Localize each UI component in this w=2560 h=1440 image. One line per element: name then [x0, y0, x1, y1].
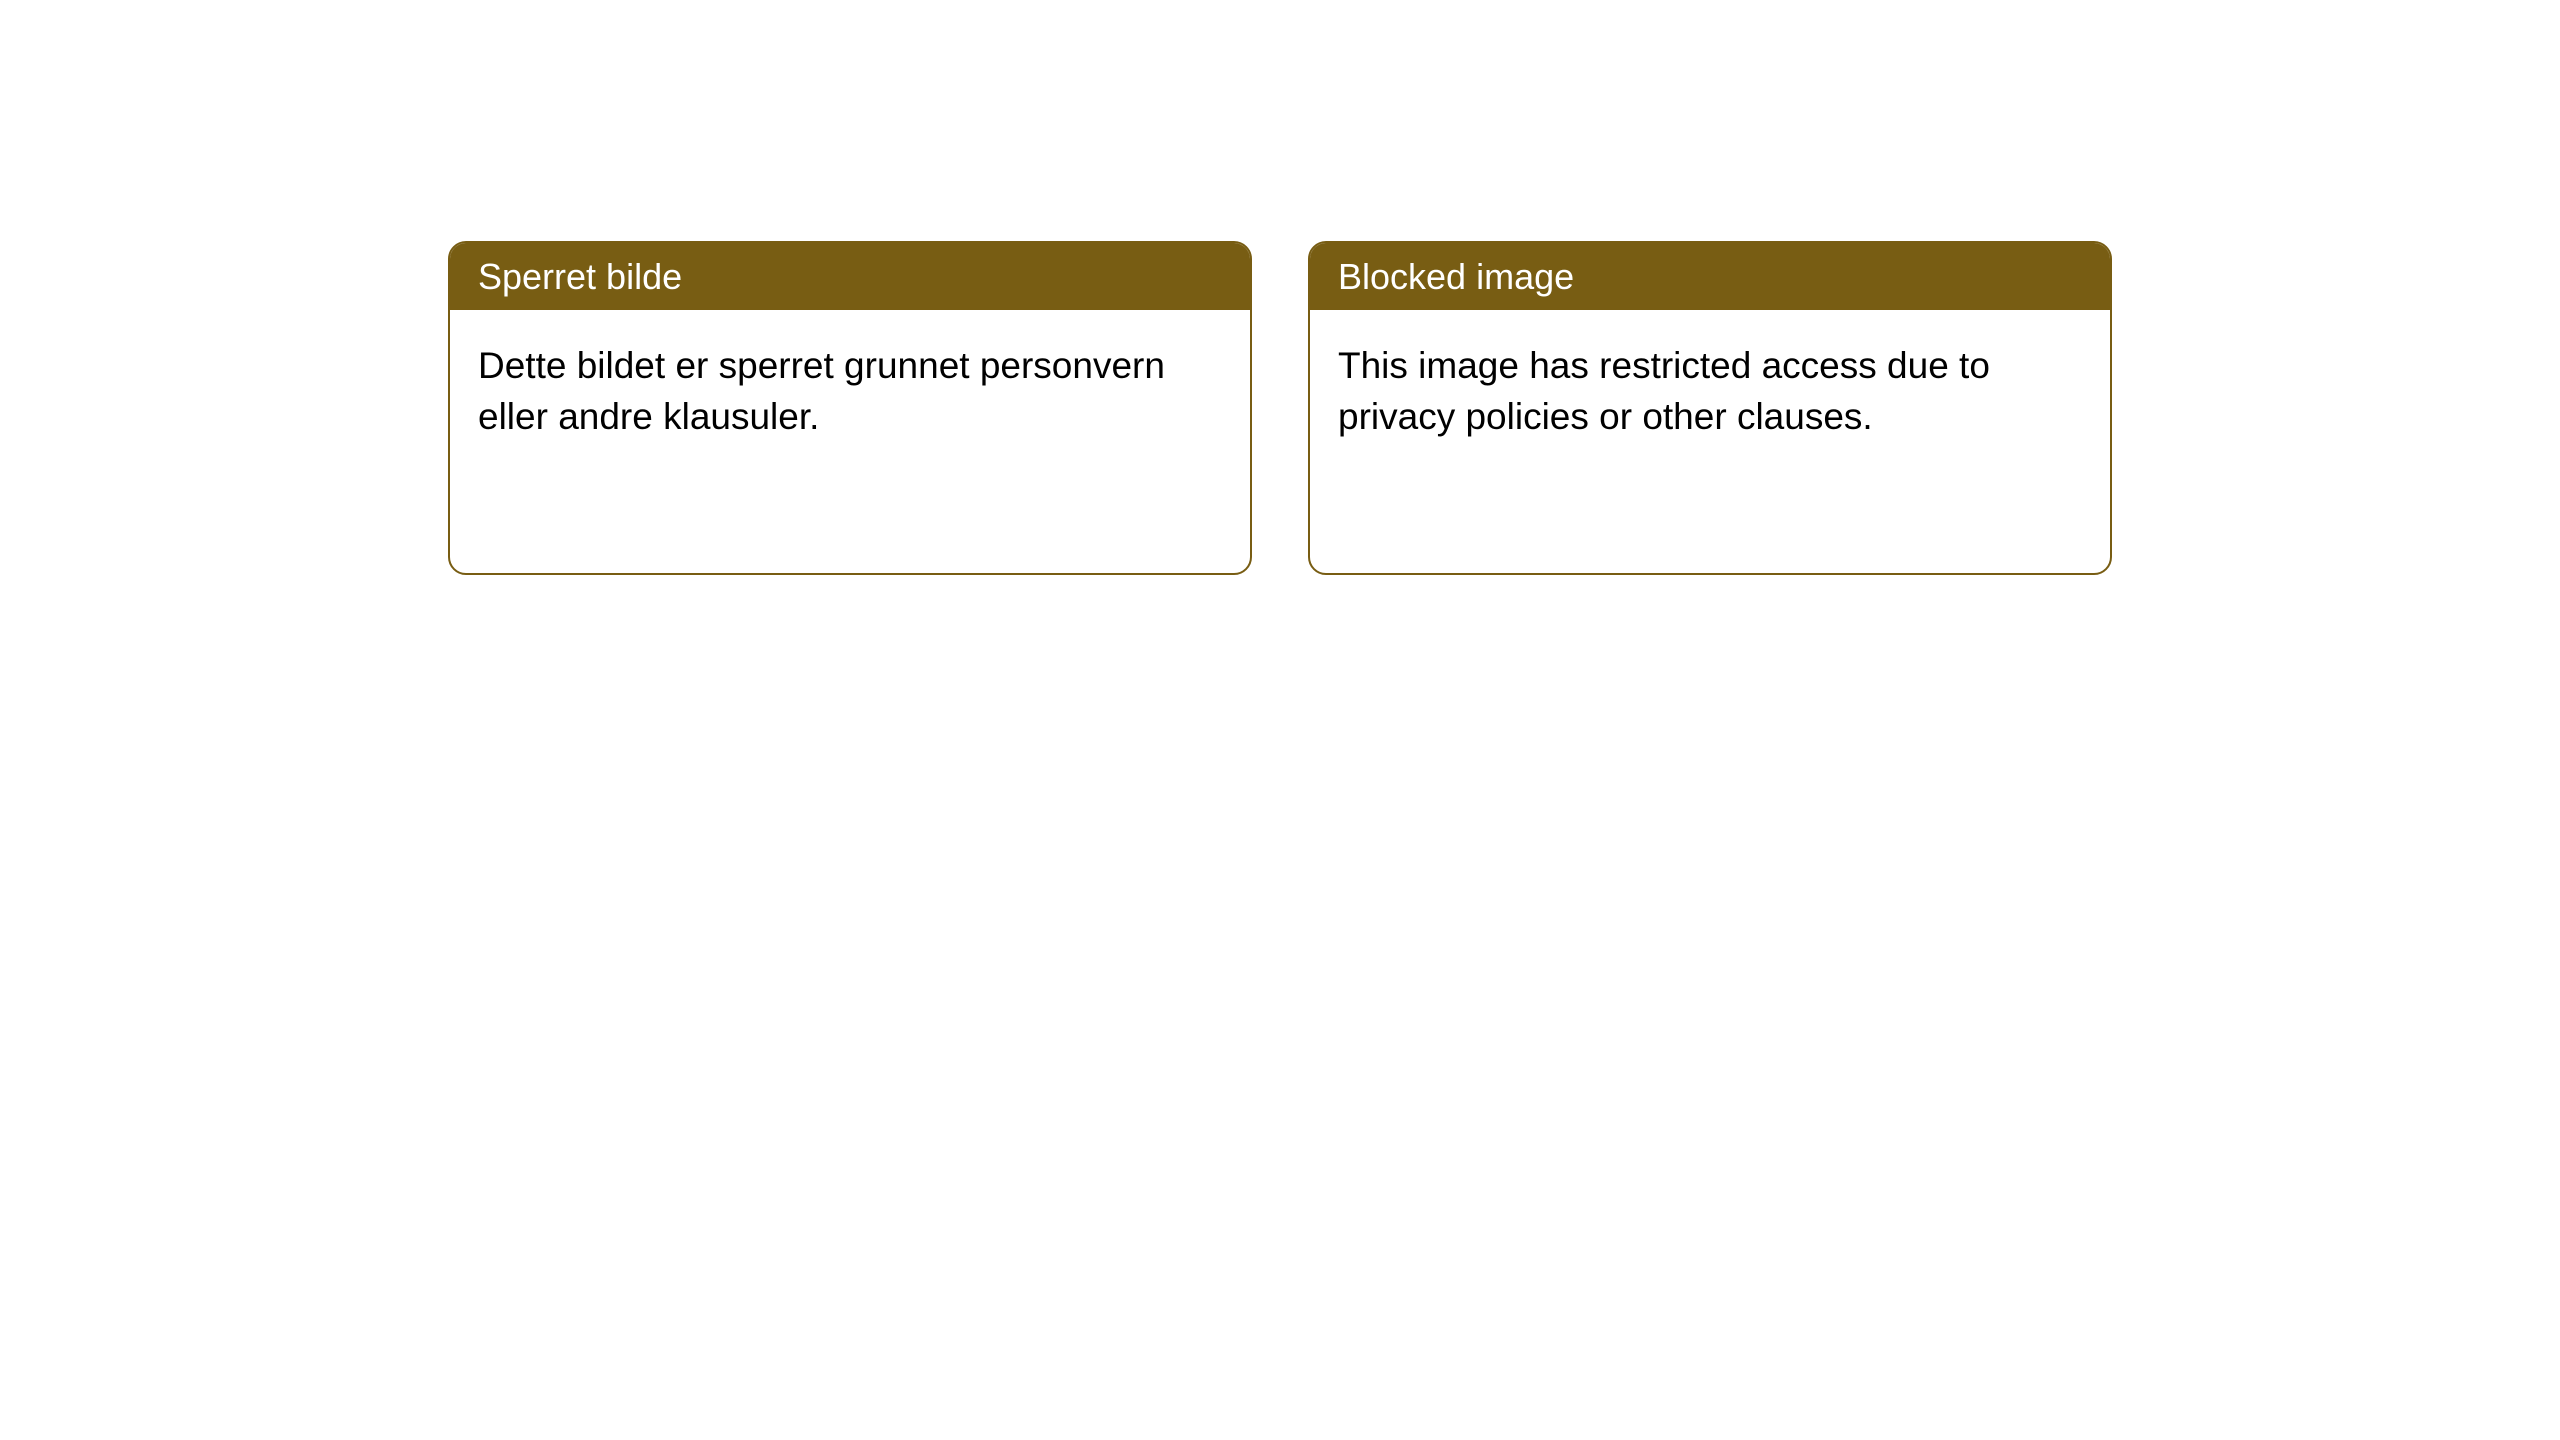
notice-card-norwegian: Sperret bilde Dette bildet er sperret gr… — [448, 241, 1252, 575]
notice-title: Blocked image — [1310, 243, 2110, 310]
notice-card-english: Blocked image This image has restricted … — [1308, 241, 2112, 575]
notice-container: Sperret bilde Dette bildet er sperret gr… — [0, 0, 2560, 575]
notice-title: Sperret bilde — [450, 243, 1250, 310]
notice-body: Dette bildet er sperret grunnet personve… — [450, 310, 1250, 472]
notice-body: This image has restricted access due to … — [1310, 310, 2110, 472]
